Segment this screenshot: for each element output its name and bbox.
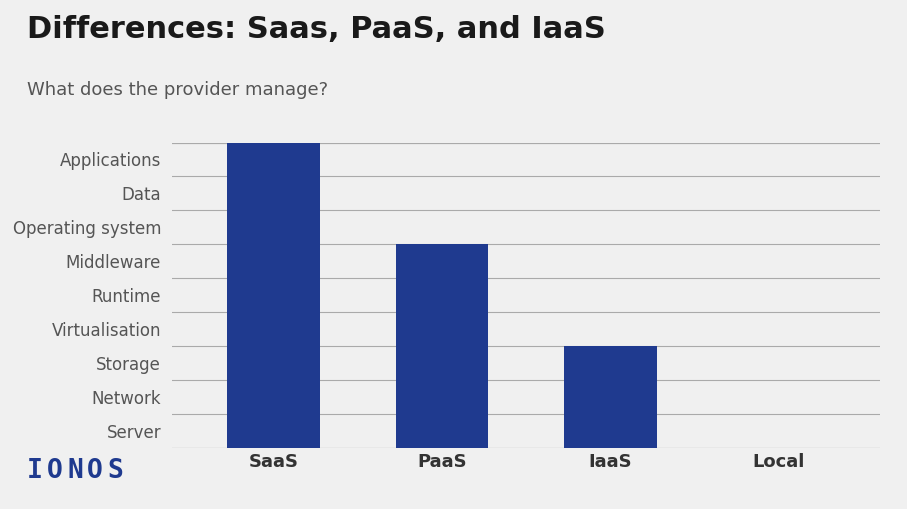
- Bar: [564, 346, 657, 448]
- Bar: [395, 244, 488, 448]
- Text: Differences: Saas, PaaS, and IaaS: Differences: Saas, PaaS, and IaaS: [27, 15, 606, 44]
- Text: O: O: [47, 458, 63, 484]
- Text: N: N: [67, 458, 83, 484]
- Text: O: O: [87, 458, 103, 484]
- Text: I: I: [27, 458, 44, 484]
- Text: What does the provider manage?: What does the provider manage?: [27, 81, 328, 99]
- Text: S: S: [107, 458, 123, 484]
- Bar: [227, 143, 319, 448]
